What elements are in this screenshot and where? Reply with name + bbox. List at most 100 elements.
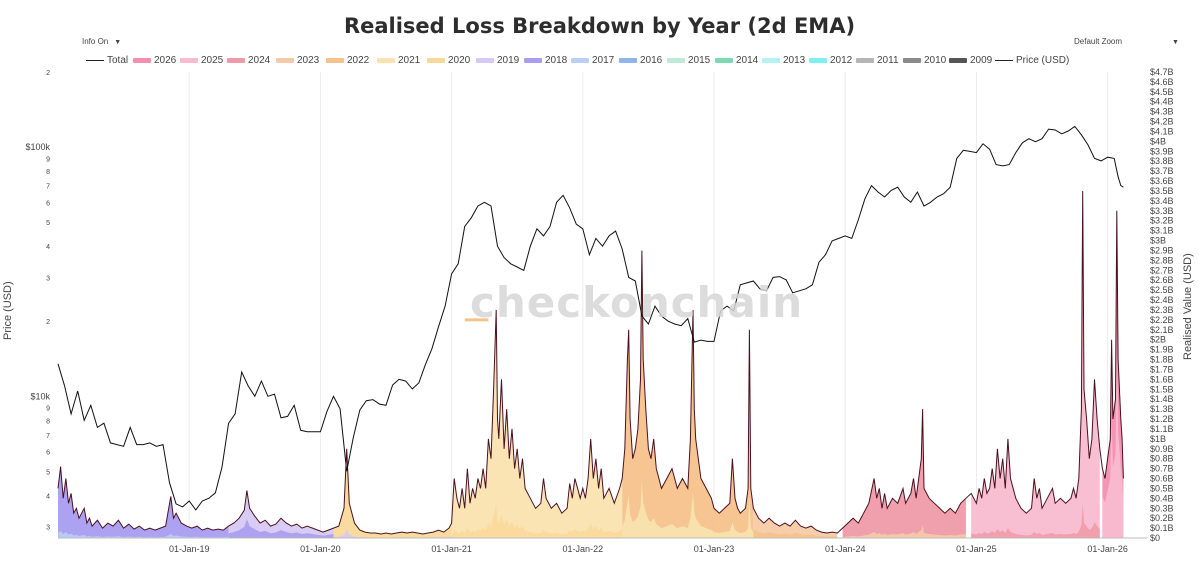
legend-item-total[interactable]: Total — [86, 53, 128, 67]
legend-swatch — [571, 57, 589, 63]
y-right-tick-label: $2B — [1150, 335, 1166, 345]
legend-item-2009[interactable]: 2009 — [949, 53, 992, 67]
y-right-tick-label: $4.5B — [1150, 87, 1174, 97]
legend-label: 2015 — [688, 54, 711, 66]
y-left-tick-label: 6 — [46, 200, 50, 207]
chevron-down-icon: ▼ — [114, 39, 122, 46]
legend-item-2023[interactable]: 2023 — [276, 53, 319, 67]
y-right-tick-label: $4.4B — [1150, 97, 1174, 107]
y-right-tick-label: $1.5B — [1150, 384, 1174, 394]
legend-label: 2011 — [877, 54, 899, 66]
y-right-tick-label: $4B — [1150, 136, 1166, 146]
legend-item-2021[interactable]: 2021 — [377, 53, 420, 67]
cohort-area-2025 — [971, 190, 1100, 538]
y-left-tick-label: 4 — [46, 493, 50, 500]
cohort-area-2025 — [1102, 341, 1124, 538]
legend-swatch — [903, 57, 921, 63]
legend-swatch — [856, 57, 874, 63]
cohort-area-2021 — [451, 309, 623, 538]
y-right-tick-label: $3.5B — [1150, 186, 1174, 196]
y-axis-right-label: Realised Value (USD) — [1182, 253, 1194, 360]
x-tick-label: 01-Jan-20 — [300, 544, 341, 554]
info-toggle-button[interactable]: Info On ▼ — [82, 37, 121, 46]
y-right-tick-label: $3.6B — [1150, 176, 1174, 186]
y-right-tick-label: $0.6B — [1150, 474, 1174, 484]
y-right-tick-label: $0 — [1150, 533, 1160, 543]
legend-swatch — [762, 57, 780, 63]
cohort-area-2018 — [58, 466, 229, 538]
legend: Total 2026 2025 2024 2023 2022 2021 2020 2019 201… — [0, 53, 1199, 67]
price-line — [57, 125, 1124, 511]
watermark: checkonchain — [470, 278, 804, 327]
legend-swatch — [377, 57, 395, 63]
cohort-area-2017 — [58, 530, 229, 538]
y-right-tick-label: $0.7B — [1150, 464, 1174, 474]
cohort-area-2022 — [622, 250, 754, 538]
cohort-area-2020 — [451, 503, 623, 538]
x-tick-label: 01-Jan-19 — [169, 544, 210, 554]
legend-swatch — [809, 57, 827, 63]
legend-swatch — [524, 57, 542, 63]
legend-swatch — [326, 57, 344, 63]
x-tick-label: 01-Jan-24 — [825, 544, 866, 554]
legend-item-2012[interactable]: 2012 — [809, 53, 852, 67]
legend-item-2016[interactable]: 2016 — [619, 53, 662, 67]
legend-item-2022[interactable]: 2022 — [326, 53, 369, 67]
y-left-tick-label: 6 — [46, 450, 50, 457]
legend-label: Total — [107, 54, 129, 66]
zoom-select-label: Default Zoom — [1074, 37, 1123, 46]
cohort-area-2018 — [228, 518, 334, 538]
y-right-tick-label: $2.7B — [1150, 265, 1174, 275]
y-right-tick-label: $2.1B — [1150, 325, 1174, 335]
legend-swatch — [476, 57, 494, 63]
y-right-tick-label: $0.3B — [1150, 503, 1174, 513]
total-loss-line — [57, 190, 1124, 535]
y-left-tick-label: 5 — [46, 469, 50, 476]
y-right-tick-label: $4.6B — [1150, 77, 1174, 87]
x-tick-label: 01-Jan-26 — [1087, 544, 1128, 554]
legend-item-2019[interactable]: 2019 — [476, 53, 519, 67]
y-left-tick-label: 9 — [46, 406, 50, 413]
x-tick-label: 01-Jan-23 — [694, 544, 735, 554]
y-right-tick-label: $3.3B — [1150, 206, 1174, 216]
y-left-tick-label: $100k — [25, 142, 50, 152]
legend-swatch — [276, 57, 294, 63]
y-right-tick-label: $4.3B — [1150, 107, 1174, 117]
y-right-tick-label: $1.9B — [1150, 345, 1174, 355]
legend-swatch — [227, 57, 245, 63]
legend-item-2013[interactable]: 2013 — [762, 53, 805, 67]
cohort-area-2021 — [622, 480, 754, 538]
x-tick-label: 01-Jan-25 — [956, 544, 997, 554]
y-axis-left-label: Price (USD) — [2, 281, 14, 340]
y-right-tick-label: $3.4B — [1150, 196, 1174, 206]
legend-item-2018[interactable]: 2018 — [524, 53, 567, 67]
legend-item-2024[interactable]: 2024 — [227, 53, 270, 67]
legend-item-price-usd-[interactable]: Price (USD) — [995, 53, 1069, 67]
zoom-select[interactable]: Default Zoom ▼ — [1074, 37, 1179, 46]
y-right-tick-label: $1.6B — [1150, 374, 1174, 384]
y-right-tick-label: $2.8B — [1150, 255, 1174, 265]
y-right-tick-label: $0.4B — [1150, 493, 1174, 503]
legend-label: 2020 — [448, 54, 471, 66]
legend-label: 2019 — [497, 54, 520, 66]
legend-item-2015[interactable]: 2015 — [667, 53, 710, 67]
y-left-tick-label: 7 — [46, 433, 50, 440]
y-right-tick-label: $4.2B — [1150, 117, 1174, 127]
legend-label: Price (USD) — [1016, 54, 1070, 66]
cohort-area-2019 — [333, 529, 452, 538]
legend-item-2014[interactable]: 2014 — [715, 53, 758, 67]
legend-label: 2022 — [347, 54, 370, 66]
y-right-tick-label: $2.3B — [1150, 305, 1174, 315]
legend-item-2010[interactable]: 2010 — [903, 53, 946, 67]
legend-item-2011[interactable]: 2011 — [856, 53, 899, 67]
cohort-area-2020 — [333, 448, 452, 538]
legend-swatch — [715, 57, 733, 63]
legend-label: 2017 — [592, 54, 615, 66]
legend-item-2017[interactable]: 2017 — [571, 53, 614, 67]
legend-item-2025[interactable]: 2025 — [180, 53, 223, 67]
y-left-tick-label: 3 — [46, 525, 50, 532]
legend-item-2026[interactable]: 2026 — [133, 53, 176, 67]
legend-item-2020[interactable]: 2020 — [427, 53, 470, 67]
legend-label: 2010 — [924, 54, 947, 66]
